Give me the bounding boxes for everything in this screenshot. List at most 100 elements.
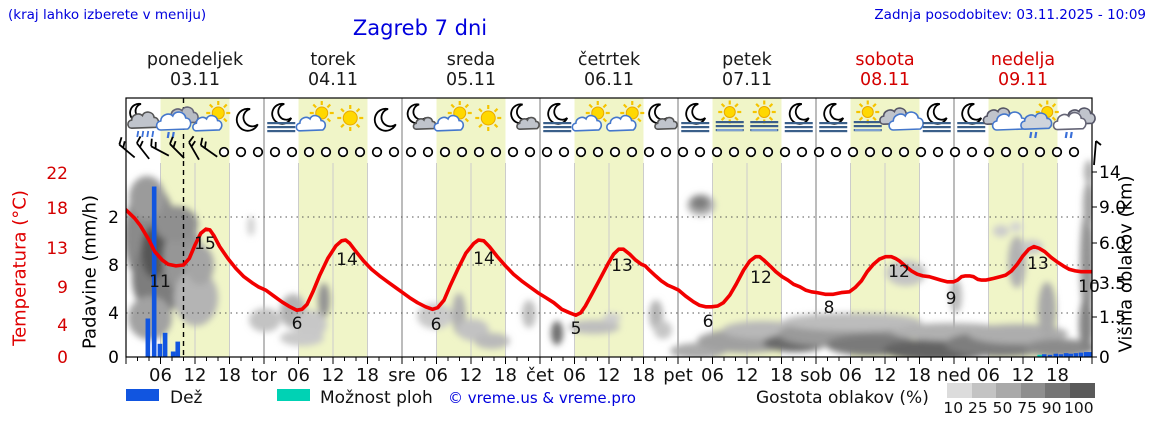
- day-header-sreda: sreda 05.11: [446, 50, 496, 90]
- hour-label: 18: [632, 365, 655, 386]
- weather-icon-sun-cloud: [295, 101, 334, 132]
- temp-label: 6: [703, 312, 714, 332]
- hour-label: 06: [563, 365, 586, 386]
- weather-icon-moon-fog: [784, 102, 813, 133]
- cloud-density-scale: [947, 383, 1095, 398]
- wind-barb-icon: [150, 138, 170, 157]
- cloud-density-blobs: [126, 160, 1092, 357]
- calm-wind-icon: [677, 146, 689, 158]
- day-header-petek: petek 07.11: [722, 50, 772, 90]
- temp-label: 12: [888, 262, 910, 282]
- calm-wind-icon: [830, 146, 842, 158]
- weather-icon-sun-cloud: [571, 101, 610, 132]
- weather-icon-moon-fog: [681, 102, 710, 133]
- hour-label: 12: [598, 365, 621, 386]
- day-date: 04.11: [307, 70, 359, 90]
- hour-label: 06: [977, 365, 1000, 386]
- svg-text:0: 0: [1099, 348, 1110, 368]
- temperature-curve: [126, 208, 1092, 318]
- calm-wind-icon: [371, 146, 383, 158]
- svg-text:8: 8: [108, 256, 119, 276]
- hour-label: 12: [184, 365, 207, 386]
- location-hint[interactable]: (kraj lahko izberete v meniju): [8, 7, 207, 23]
- calm-wind-icon: [915, 146, 927, 158]
- temp-label: 11: [149, 272, 171, 292]
- calm-wind-icon: [796, 146, 808, 158]
- cloud-density-swatch: [1020, 383, 1046, 398]
- calm-wind-icon: [507, 146, 519, 158]
- weather-icon-moon-cloud: [406, 103, 437, 131]
- weather-icon-sun-fog: [750, 100, 779, 132]
- calm-wind-icon: [1000, 146, 1012, 158]
- calm-wind-icon: [473, 146, 485, 158]
- cloud-density-value: 90: [1041, 399, 1062, 417]
- hour-label: 06: [287, 365, 310, 386]
- wind-barb-icon: [1093, 140, 1102, 166]
- svg-text:14: 14: [1099, 163, 1121, 183]
- wind-barb-icon: [188, 135, 200, 161]
- temp-label: 14: [336, 250, 358, 270]
- last-update: Zadnja posodobitev: 03.11.2025 - 10:09: [874, 7, 1146, 23]
- temp-label: 14: [473, 249, 495, 269]
- copyright-link[interactable]: © vreme.us & vreme.pro: [448, 389, 636, 407]
- cloud-density-scale-values: 10 25 50 75 90 100: [941, 399, 1093, 417]
- wind-barb-icon: [136, 136, 150, 160]
- cloud-density-swatch: [1069, 383, 1095, 398]
- cloud-density-value: 25: [968, 399, 988, 417]
- day-date: 03.11: [169, 70, 221, 90]
- shower-bar: [1037, 354, 1042, 357]
- cloud-density-legend-label: Gostota oblakov (%): [756, 388, 929, 408]
- weather-icon-moon-fog: [922, 102, 951, 133]
- calm-wind-icon: [422, 146, 434, 158]
- svg-text:18: 18: [46, 199, 68, 219]
- svg-text:9: 9: [57, 278, 68, 298]
- calm-wind-icon: [490, 146, 502, 158]
- weather-icon-sun-cloud: [433, 101, 472, 132]
- calm-wind-icon: [847, 146, 859, 158]
- temp-label: 5: [571, 319, 582, 339]
- weather-icon-moon-fog: [543, 102, 572, 133]
- day-name: ponedeljek: [146, 50, 244, 70]
- hour-label: 18: [770, 365, 793, 386]
- calm-wind-icon: [1068, 146, 1080, 158]
- day-date: 08.11: [859, 70, 911, 90]
- temp-label: 12: [750, 268, 772, 288]
- cloud-density-value: 10: [943, 399, 964, 417]
- calm-wind-icon: [779, 146, 791, 158]
- weather-icon-moon: [235, 107, 259, 132]
- svg-text:1.5: 1.5: [1099, 308, 1126, 328]
- calm-wind-icon: [660, 146, 672, 158]
- page-title: Zagreb 7 dni: [352, 16, 488, 40]
- day-name: četrtek: [577, 50, 641, 70]
- temp-label: 8: [824, 298, 835, 318]
- calm-wind-icon: [269, 146, 281, 158]
- calm-wind-icon: [337, 146, 349, 158]
- day-abbr-label: sob: [800, 365, 832, 386]
- weather-icon-moon: [373, 107, 397, 132]
- weather-icon-sun-fog: [715, 100, 744, 132]
- calm-wind-icon: [439, 146, 451, 158]
- day-name: nedelja: [990, 50, 1056, 70]
- hour-label: 18: [1046, 365, 1069, 386]
- weather-icon-sun-cloud: [606, 101, 645, 132]
- svg-text:22: 22: [46, 164, 68, 184]
- calm-wind-icon: [728, 146, 740, 158]
- cloud-height-tick-labels: 14 9.0 6.0 3.5 1.5 0: [1099, 163, 1126, 368]
- calm-wind-icon: [813, 146, 825, 158]
- calm-wind-icon: [303, 146, 315, 158]
- day-abbr-label: pet: [663, 365, 693, 386]
- hour-label: 18: [494, 365, 517, 386]
- precip-tick-labels: 2 8 4 0: [108, 208, 119, 368]
- calm-wind-icon: [711, 146, 723, 158]
- svg-text:4: 4: [108, 304, 119, 324]
- temperature-tick-labels: 22 18 13 9 4 0: [46, 164, 68, 368]
- weather-icon-moon-cloud: [510, 103, 540, 131]
- hour-label: 12: [1012, 365, 1035, 386]
- calm-wind-icon: [745, 146, 757, 158]
- temp-label: 13: [1027, 254, 1049, 274]
- calm-wind-icon: [966, 146, 978, 158]
- day-header-torek: torek 04.11: [308, 50, 358, 90]
- cloud-density-swatch: [996, 383, 1021, 398]
- x-axis-labels: 06 12 18 06 12 18 06 12 18 06 12 18 06 12 18 06 12 18 06 12…: [149, 365, 1069, 386]
